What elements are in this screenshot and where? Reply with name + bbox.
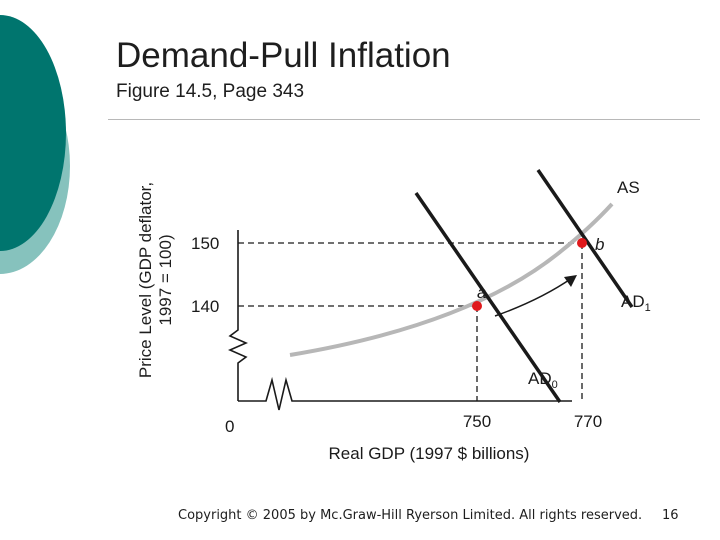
x-tick-0: 0: [225, 417, 234, 436]
ad0-curve: [414, 192, 562, 403]
ad1-label-text: AD: [621, 292, 645, 311]
slide-title: Demand-Pull Inflation: [116, 36, 451, 75]
slide-subtitle: Figure 14.5, Page 343: [116, 81, 305, 102]
ad0-label-text: AD: [528, 369, 552, 388]
x-tick-750: 750: [463, 412, 491, 431]
x-axis: [238, 376, 572, 411]
ad0-subscript: 0: [552, 379, 558, 391]
point-b: [577, 238, 587, 248]
y-tick-150: 150: [191, 234, 219, 253]
ad1-curve: [536, 169, 634, 308]
page-number: 16: [662, 508, 679, 523]
as-curve: [289, 202, 614, 357]
as-label: AS: [617, 178, 640, 197]
shift-arrow: [494, 277, 573, 317]
ad1-subscript: 1: [645, 302, 651, 314]
ad0-label: AD0: [528, 369, 558, 391]
y-axis: [228, 230, 248, 401]
x-tick-770: 770: [574, 412, 602, 431]
point-b-label: b: [595, 235, 604, 254]
ad1-label: AD1: [621, 292, 651, 314]
teal-dark-circle: [0, 15, 66, 251]
point-a: [472, 301, 482, 311]
y-tick-140: 140: [191, 297, 219, 316]
shift-arrowhead: [564, 275, 577, 287]
title-divider: [108, 119, 700, 120]
point-a-label: a: [477, 283, 486, 302]
copyright-notice: Copyright © 2005 by Mc.Graw-Hill Ryerson…: [178, 508, 643, 523]
x-axis-label: Real GDP (1997 $ billions): [329, 444, 530, 463]
